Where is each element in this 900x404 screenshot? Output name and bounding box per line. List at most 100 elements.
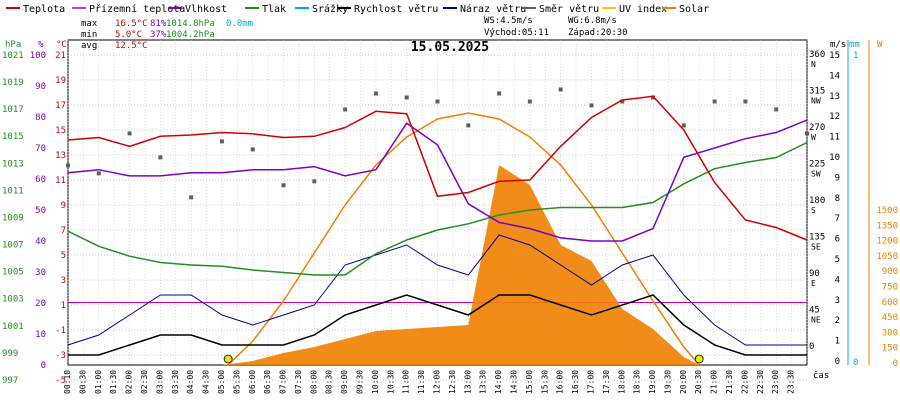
tick-watt: 1050 [876, 252, 898, 262]
tick-mm: 0 [853, 358, 858, 368]
tick-dir: 225 [809, 160, 825, 170]
marker-sunrise [223, 354, 233, 364]
tick-watt: 450 [882, 313, 898, 323]
tick-x: 13:00 [463, 370, 472, 394]
wind-dir-point [466, 123, 471, 128]
stat-value: 5.0°C [115, 30, 142, 40]
wind-dir-point [373, 91, 378, 96]
stat-sunrise: Východ:05:11 [484, 28, 549, 38]
tick-x: 17:30 [602, 370, 611, 394]
wind-dir-point [620, 99, 625, 104]
stat-value: 81% [150, 19, 167, 29]
tick-watt: 1200 [876, 237, 898, 247]
wind-dir-point [189, 195, 194, 200]
series-wind-speed [68, 294, 807, 356]
tick-x: 20:30 [694, 370, 703, 394]
tick-ms: 10 [829, 153, 840, 163]
tick-dir: 270 [809, 123, 825, 133]
tick-x: 23:30 [787, 370, 796, 394]
tick-x: 14:30 [509, 370, 518, 394]
wind-dir-point [527, 99, 532, 104]
wind-dir-point [250, 147, 255, 152]
tick-temp: -5 [55, 376, 66, 386]
tick-dir: 360 [809, 50, 825, 60]
tick-pct: 80 [35, 113, 46, 123]
tick-x: 12:00 [433, 370, 442, 394]
axis-label-ms: m/s [830, 40, 846, 50]
tick-dir: 0 [809, 342, 814, 352]
tick-x: 19:00 [648, 370, 657, 394]
tick-watt: 1500 [876, 206, 898, 216]
tick-pct: 20 [35, 299, 46, 309]
tick-x: 01:30 [109, 370, 118, 394]
tick-pct: 30 [35, 268, 46, 278]
axis-label-pct: % [38, 40, 44, 50]
wind-dir-point [805, 131, 809, 136]
wind-dir-point [312, 179, 317, 184]
legend-label: Náraz větru [460, 3, 526, 15]
tick-ms: 7 [835, 214, 840, 224]
tick-x: 22:30 [756, 370, 765, 394]
legend-label: Srážky [312, 3, 348, 15]
tick-dir-label: W [811, 133, 816, 142]
tick-x: 06:00 [248, 370, 257, 394]
stat-value: avg [81, 41, 97, 51]
tick-hpa: 1019 [2, 78, 24, 88]
wind-dir-point [281, 183, 286, 188]
wind-dir-point [66, 163, 70, 168]
tick-x: 16:00 [556, 370, 565, 394]
tick-ms: 6 [835, 235, 840, 245]
tick-x: 17:00 [586, 370, 595, 394]
tick-ms: 15 [829, 51, 840, 61]
tick-pct: 40 [35, 237, 46, 247]
tick-dir: 45 [809, 306, 820, 316]
tick-pct: 60 [35, 175, 46, 185]
tick-x: 11:30 [417, 370, 426, 394]
wind-dir-point [774, 107, 779, 112]
wind-dir-point [589, 103, 594, 108]
wind-dir-point [681, 123, 686, 128]
tick-pct: 0 [41, 361, 46, 371]
stat-value: 0.0mm [226, 19, 253, 29]
stat-value: 1014.8hPa [166, 19, 215, 29]
tick-ms: 11 [829, 133, 840, 143]
tick-x: 00:30 [78, 370, 87, 394]
tick-dir-label: NE [811, 316, 821, 325]
tick-watt: 600 [882, 298, 898, 308]
tick-x: 09:00 [340, 370, 349, 394]
tick-mm: 1 [853, 51, 858, 61]
tick-temp: 19 [55, 76, 66, 86]
tick-hpa: 1017 [2, 105, 24, 115]
tick-hpa: 1013 [2, 159, 24, 169]
tick-ms: 12 [829, 112, 840, 122]
series-pressure [67, 141, 808, 276]
tick-hpa: 999 [2, 349, 18, 359]
tick-dir: 90 [809, 269, 820, 279]
tick-x: 08:00 [309, 370, 318, 394]
legend-label: Solar [679, 4, 709, 15]
marker-sunset [694, 354, 704, 364]
tick-temp: 9 [61, 201, 66, 211]
tick-x: 20:00 [679, 370, 688, 394]
tick-hpa: 1005 [2, 268, 24, 278]
legend-label: UV index [619, 4, 667, 15]
tick-x: 02:30 [140, 370, 149, 394]
tick-x: 03:30 [171, 370, 180, 394]
tick-watt: 300 [882, 328, 898, 338]
wind-dir-point [435, 99, 440, 104]
tick-x: 12:30 [448, 370, 457, 394]
tick-x: 13:30 [479, 370, 488, 394]
axis-label-hpa: hPa [5, 40, 21, 50]
wind-dir-point [743, 99, 748, 104]
wind-dir-point [158, 155, 163, 160]
tick-dir-label: SE [811, 243, 821, 252]
tick-watt: 1350 [876, 221, 898, 231]
tick-x: 02:00 [125, 370, 134, 394]
tick-hpa: 1011 [2, 186, 24, 196]
tick-x: 18:30 [633, 370, 642, 394]
wind-dir-point [712, 99, 717, 104]
legend-label: Rychlost větru [354, 3, 438, 15]
legend-label: Směr větru [539, 3, 599, 15]
wind-dir-point [127, 131, 132, 136]
